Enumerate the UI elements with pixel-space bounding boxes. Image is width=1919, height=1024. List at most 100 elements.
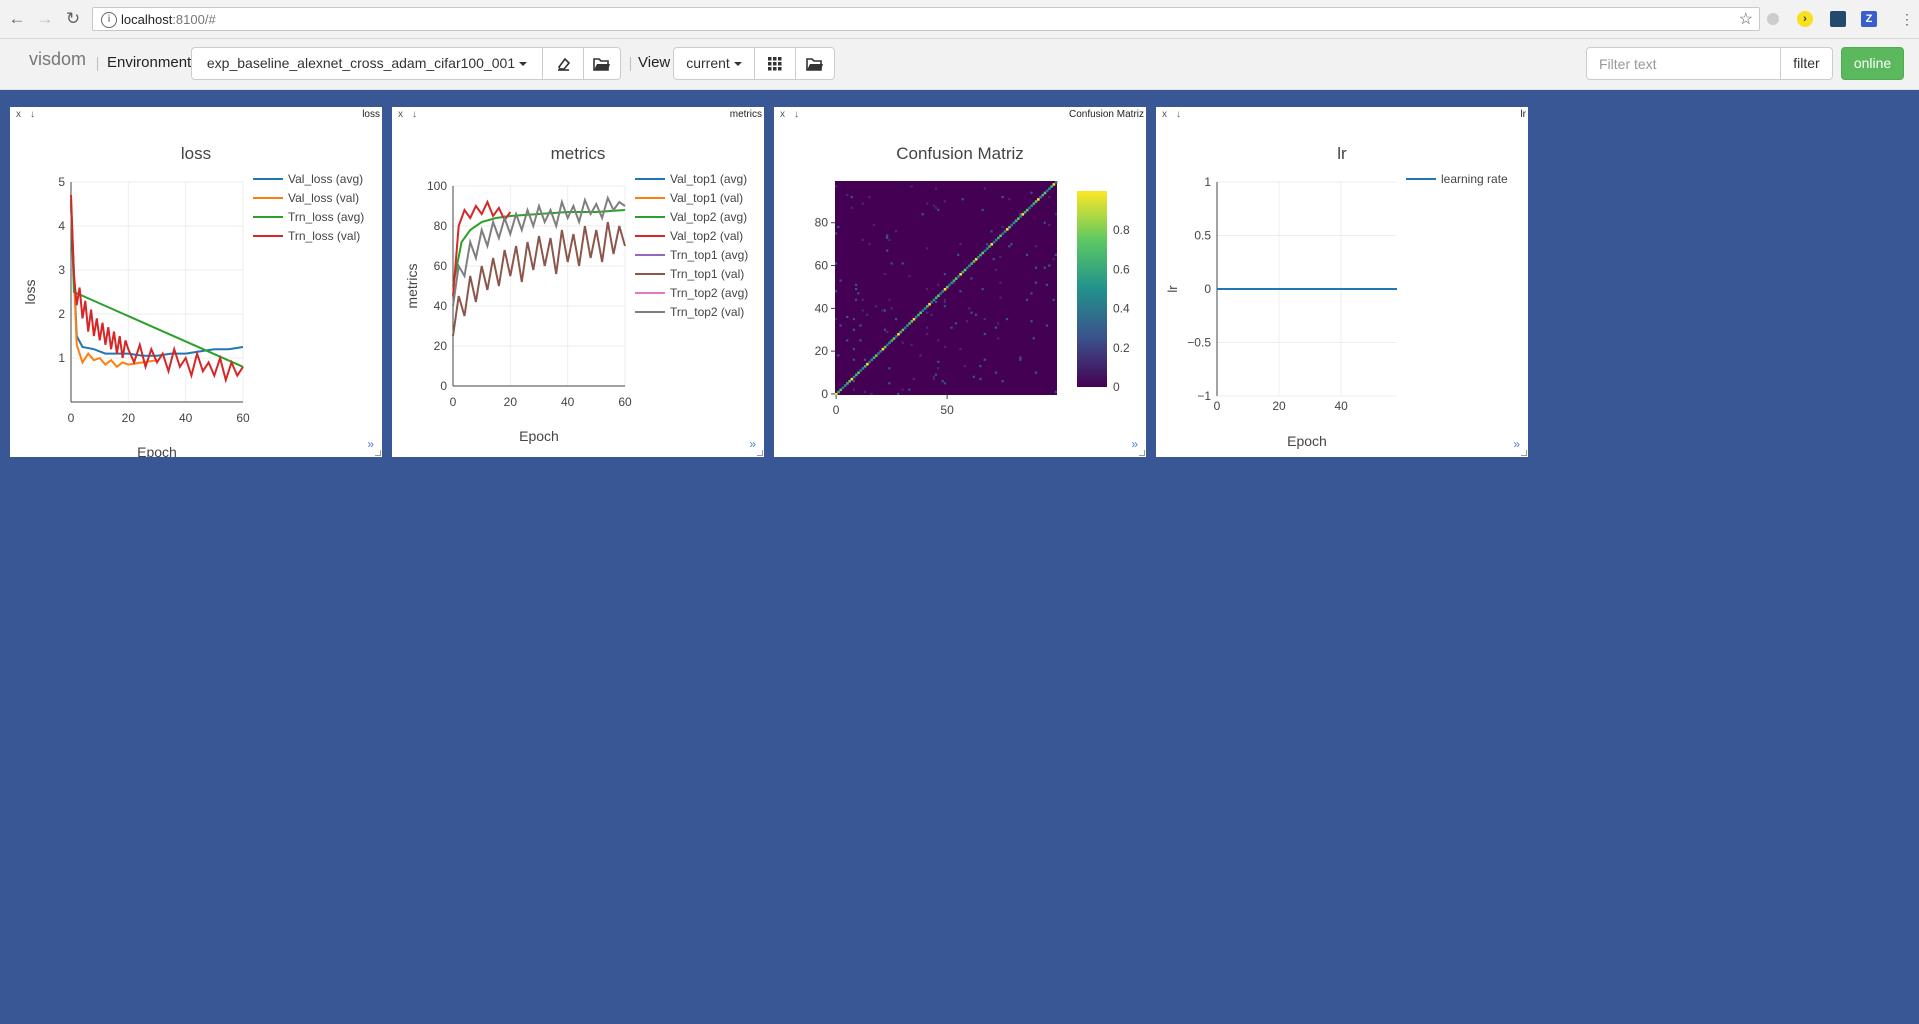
back-icon[interactable]: ← — [8, 9, 26, 28]
filter-input[interactable] — [1586, 47, 1781, 80]
resize-handle[interactable] — [757, 450, 763, 456]
extension-icon[interactable]: › — [1797, 11, 1813, 27]
close-pane-button[interactable]: x — [1162, 109, 1167, 120]
pane-metrics[interactable]: x ↓ metrics metrics 0 20 40 60 0 20 40 60 80 100 Ep… — [392, 107, 764, 457]
heatmap-cell — [1054, 181, 1058, 184]
heatmap-cell — [888, 238, 891, 241]
heatmap-cell — [1008, 225, 1011, 229]
heatmap-cell — [835, 262, 838, 265]
series-line — [452, 199, 512, 297]
heatmap-cell — [937, 339, 940, 342]
heatmap-cell — [872, 223, 875, 226]
heatmap-cell — [950, 326, 953, 329]
resize-handle[interactable] — [375, 450, 381, 456]
extension-icon[interactable] — [1767, 13, 1779, 25]
heatmap-cell — [846, 193, 849, 197]
heatmap-cell — [965, 266, 969, 270]
y-tick-label: 80 — [815, 216, 829, 230]
heatmap-cell — [994, 268, 998, 271]
heatmap-cell — [959, 290, 962, 293]
colorbar-tick-label: 0.6 — [1113, 262, 1130, 276]
heatmap-cell — [1048, 264, 1051, 267]
heatmap-cell — [959, 273, 962, 276]
heatmap-cell — [937, 360, 940, 363]
resize-handle[interactable] — [1139, 450, 1145, 456]
pane-lr[interactable]: x ↓ lr lr 0 20 40 −1 −0.5 0 0.5 1 Epoch lr learning… — [1156, 107, 1528, 457]
download-icon[interactable]: ↓ — [794, 109, 799, 120]
address-bar[interactable]: i localhost:8100/# ☆ — [92, 7, 1760, 31]
heatmap-cell — [841, 386, 845, 389]
heatmap-cell — [1045, 324, 1049, 327]
heatmap-cell — [1008, 198, 1011, 201]
expand-pane-button[interactable]: » — [749, 437, 756, 451]
heatmap-cell — [954, 277, 958, 280]
extension-icon[interactable]: Z — [1861, 11, 1877, 27]
legend-entry: Val_top2 (val) — [670, 229, 743, 243]
download-icon[interactable]: ↓ — [412, 109, 417, 120]
heatmap-cell — [901, 341, 904, 344]
heatmap-cell — [886, 343, 889, 347]
heatmap-cell — [850, 195, 853, 199]
heatmap-cell — [910, 343, 913, 346]
x-tick-label: 0 — [68, 411, 75, 425]
heatmap-cell — [888, 298, 891, 301]
clear-env-button[interactable] — [542, 47, 584, 80]
heatmap-cell — [990, 230, 993, 233]
heatmap-cell — [886, 236, 889, 239]
expand-pane-button[interactable]: » — [1131, 437, 1138, 451]
environment-value: exp_baseline_alexnet_cross_adam_cifar100… — [206, 55, 516, 71]
close-pane-button[interactable]: x — [398, 109, 403, 120]
download-icon[interactable]: ↓ — [30, 109, 35, 120]
heatmap-cell — [857, 371, 860, 374]
heatmap-cell — [957, 275, 960, 278]
download-icon[interactable]: ↓ — [1176, 109, 1181, 120]
heatmap-cell — [837, 225, 840, 229]
close-pane-button[interactable]: x — [780, 109, 785, 120]
expand-pane-button[interactable]: » — [367, 437, 374, 451]
view-select[interactable]: current — [673, 47, 755, 80]
manage-views-button[interactable] — [795, 47, 835, 80]
heatmap-cell — [846, 339, 849, 342]
y-tick-label: 2 — [58, 307, 65, 321]
heatmap-cell — [974, 313, 978, 316]
heatmap-cell — [1010, 223, 1013, 227]
online-button[interactable]: online — [1841, 47, 1904, 80]
pane-confusion-matrix[interactable]: x ↓ Confusion Matriz Confusion Matriz 0 50… — [774, 107, 1146, 457]
heatmap-cell — [886, 249, 889, 252]
heatmap-cell — [897, 332, 900, 336]
heatmap-cell — [934, 373, 938, 376]
close-pane-button[interactable]: x — [16, 109, 21, 120]
menu-icon[interactable]: ⋮ — [1900, 11, 1914, 27]
heatmap-cell — [1019, 213, 1022, 216]
heatmap-cell — [1045, 189, 1049, 193]
heatmap-cell — [888, 382, 891, 385]
environment-select[interactable]: exp_baseline_alexnet_cross_adam_cifar100… — [191, 47, 543, 80]
info-icon[interactable]: i — [101, 12, 117, 28]
expand-pane-button[interactable]: » — [1513, 437, 1520, 451]
heatmap-cell — [934, 206, 938, 209]
heatmap-cell — [930, 300, 934, 304]
x-axis-label: Epoch — [1287, 433, 1327, 449]
visdom-toolbar: visdom Environment exp_baseline_alexnet_… — [0, 39, 1919, 90]
heatmap-cell — [859, 324, 862, 327]
heatmap-cell — [1014, 219, 1018, 223]
pane-title: Confusion Matriz — [1068, 109, 1144, 120]
url-text[interactable]: localhost:8100/# — [121, 12, 216, 27]
resize-handle[interactable] — [1521, 450, 1527, 456]
heatmap-cell — [992, 258, 995, 261]
extension-icon[interactable] — [1830, 11, 1846, 27]
y-tick-label: 1 — [1204, 175, 1211, 189]
star-icon[interactable]: ☆ — [1738, 11, 1753, 28]
filter-button[interactable]: filter — [1780, 47, 1833, 80]
manage-env-button[interactable] — [583, 47, 621, 80]
repack-button[interactable] — [754, 47, 796, 80]
forward-icon[interactable]: → — [36, 9, 54, 28]
heatmap-cell — [937, 283, 940, 286]
heatmap-cell — [843, 384, 847, 387]
reload-icon[interactable]: ↻ — [65, 9, 81, 28]
heatmap-cell — [977, 255, 980, 259]
heatmap-cell — [957, 253, 960, 256]
view-label: View — [638, 54, 671, 71]
pane-loss[interactable]: x ↓ loss loss 0 20 40 60 1 2 3 4 5 Epoch loss Val_lo… — [10, 107, 382, 457]
heatmap-cell — [908, 388, 911, 391]
